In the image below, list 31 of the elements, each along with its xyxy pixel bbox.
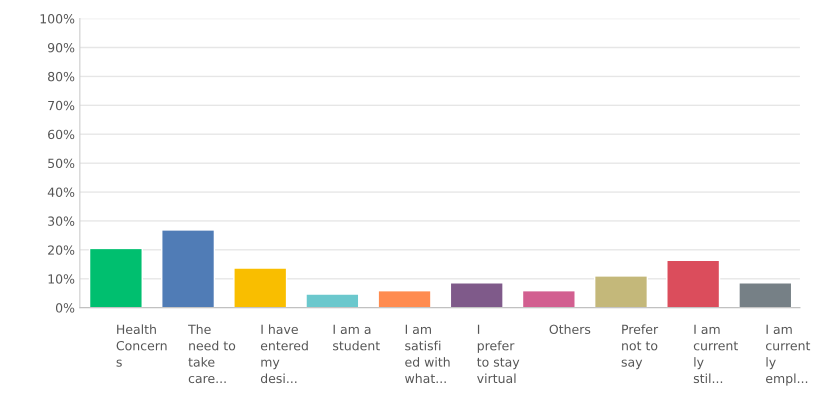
y-tick-label: 80%	[48, 72, 74, 82]
y-tick-label: 20%	[48, 245, 74, 255]
bar	[450, 282, 504, 308]
x-tick-label: Others	[550, 324, 590, 334]
x-tick-label: Prefer not to say	[622, 324, 658, 370]
bar	[378, 290, 432, 308]
bar	[594, 275, 648, 308]
y-tick-label: 10%	[48, 274, 74, 284]
y-tick-label: 90%	[48, 42, 74, 52]
x-tick-label: Health Concern s	[116, 324, 167, 367]
bar	[88, 248, 143, 308]
x-tick-label: I am current ly stil...	[694, 324, 738, 384]
y-tick-label: 30%	[48, 216, 74, 226]
bar	[738, 282, 792, 308]
bar	[305, 293, 360, 308]
x-tick-label: I am a student	[333, 324, 380, 350]
y-tick-label: 0%	[56, 303, 74, 313]
x-tick-label: I have entered my desi...	[260, 324, 308, 384]
x-tick-label: I am current ly empl...	[766, 324, 810, 386]
x-tick-label: I prefer to stay virtual	[477, 324, 520, 384]
bar	[522, 290, 576, 308]
x-tick-label: The need to take care...	[188, 324, 236, 384]
x-tick-label: I am satisfi ed with what...	[405, 324, 450, 384]
y-tick-label: 100%	[40, 14, 74, 24]
y-tick-label: 70%	[48, 100, 74, 110]
bar	[161, 229, 216, 308]
y-tick-label: 50%	[48, 158, 74, 168]
y-tick-label: 40%	[48, 188, 74, 197]
bar	[233, 267, 288, 308]
bar	[666, 260, 720, 308]
y-tick-label: 60%	[48, 130, 74, 140]
